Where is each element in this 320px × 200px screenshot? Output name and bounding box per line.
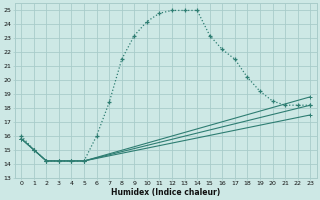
X-axis label: Humidex (Indice chaleur): Humidex (Indice chaleur): [111, 188, 220, 197]
